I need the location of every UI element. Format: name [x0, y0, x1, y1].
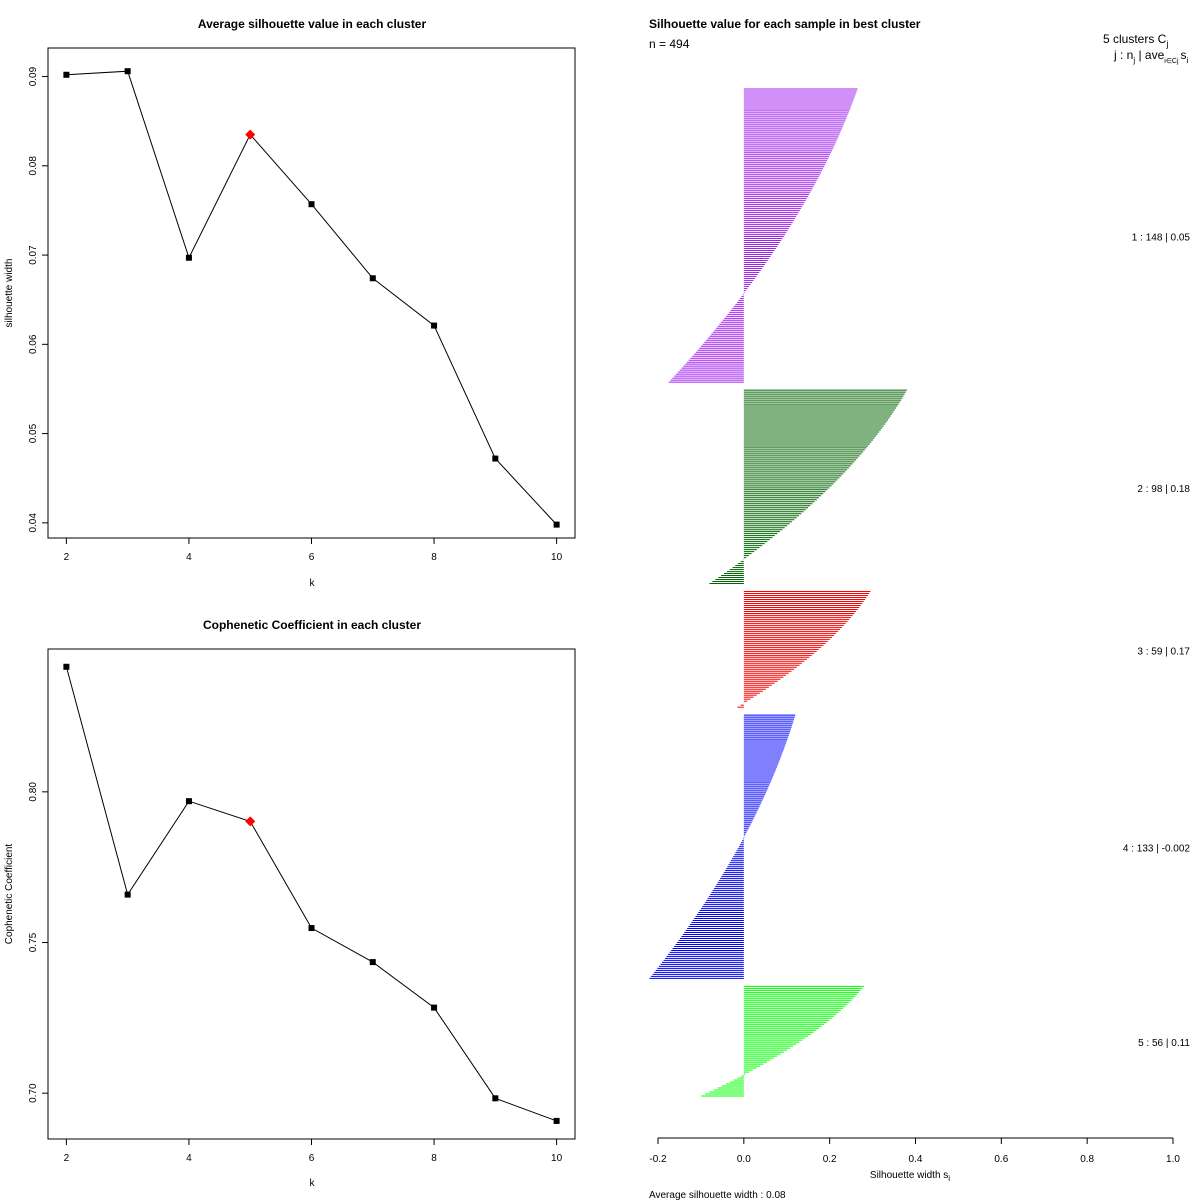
- panel1-x-axis: 2 4 6 8 10: [64, 538, 563, 563]
- x-tick-label: 2: [64, 1153, 70, 1164]
- data-point: [369, 959, 376, 966]
- cluster-label: 3 : 59 | 0.17: [1137, 646, 1190, 657]
- legend-header-text: j : n: [1113, 48, 1133, 62]
- cluster-labels: 1 : 148 | 0.05 2 : 98 | 0.18 3 : 59 | 0.17…: [1123, 233, 1191, 1050]
- x-tick-label: 4: [186, 1153, 192, 1164]
- legend-header: j : nj | avei∈Cj si: [1113, 48, 1189, 65]
- panel3-n-label: n = 494: [649, 37, 690, 51]
- x-tick-label: 8: [431, 552, 437, 563]
- panel3-x-axis: -0.2 0.0 0.2 0.4 0.6 0.8 1.0: [649, 1137, 1180, 1165]
- panel1-series-line: [66, 70, 557, 525]
- y-tick-label: 0.09: [28, 66, 39, 86]
- panel3-footer: Average silhouette width : 0.08: [649, 1190, 786, 1200]
- panel3-xlabel: Silhouette width si: [870, 1170, 950, 1183]
- panel2-series-line: [65, 666, 557, 1122]
- panel2-title: Cophenetic Coefficient in each cluster: [203, 618, 421, 632]
- legend-header-sub-j: j: [1132, 56, 1135, 65]
- legend-title-text: 5 clusters C: [1103, 32, 1167, 46]
- panel3-title: Silhouette value for each sample in best…: [649, 17, 921, 31]
- panel-cophenetic: Cophenetic Coefficient in each cluster k…: [4, 618, 576, 1189]
- data-point: [553, 521, 560, 528]
- legend-header-mid: | ave: [1135, 48, 1164, 62]
- highlight-point: [245, 129, 256, 140]
- data-point: [492, 455, 499, 462]
- panel2-x-axis: 2 4 6 8 10: [64, 1139, 563, 1164]
- panel1-ylabel: silhouette width: [4, 259, 15, 328]
- x-tick-label: 6: [309, 552, 315, 563]
- data-point: [369, 275, 376, 282]
- data-point: [124, 891, 131, 898]
- legend-title: 5 clusters Cj: [1103, 32, 1168, 49]
- x-tick-label: 0.6: [994, 1154, 1008, 1165]
- panel1-xlabel: k: [310, 578, 316, 589]
- y-tick-label: 0.04: [28, 513, 39, 533]
- data-point: [431, 1004, 438, 1011]
- x-tick-label: 0.4: [909, 1154, 923, 1165]
- cluster-label: 2 : 98 | 0.18: [1137, 484, 1190, 495]
- cluster-label: 1 : 148 | 0.05: [1132, 233, 1191, 244]
- panel1-plot-box: [47, 47, 576, 539]
- highlight-point: [245, 816, 256, 827]
- panel2-y-axis: 0.70 0.75 0.80: [28, 782, 48, 1103]
- data-point: [185, 254, 192, 261]
- data-point: [308, 201, 315, 208]
- legend-header-sub-ij: i∈Cj: [1164, 58, 1179, 65]
- data-point: [431, 322, 438, 329]
- x-tick-label: 6: [309, 1153, 315, 1164]
- x-tick-label: -0.2: [649, 1154, 667, 1165]
- data-point: [553, 1117, 560, 1124]
- x-tick-label: 10: [551, 552, 563, 563]
- x-tick-label: 8: [431, 1153, 437, 1164]
- y-tick-label: 0.06: [28, 334, 39, 354]
- data-point: [63, 71, 70, 78]
- panel3-xlabel-text: Silhouette width s: [870, 1170, 948, 1181]
- data-point: [124, 68, 131, 75]
- panel-silhouette-samples: Silhouette value for each sample in best…: [649, 17, 1190, 1200]
- data-point: [492, 1095, 499, 1102]
- silhouette-bars: [649, 88, 907, 1097]
- panel1-y-axis: 0.04 0.05 0.06 0.07 0.08 0.09: [28, 66, 48, 533]
- x-tick-label: 0.0: [737, 1154, 751, 1165]
- panel3-xlabel-sub: i: [948, 1174, 950, 1183]
- x-tick-label: 10: [551, 1153, 563, 1164]
- data-point: [185, 798, 192, 805]
- x-tick-label: 2: [64, 552, 70, 563]
- panel1-title: Average silhouette value in each cluster: [198, 17, 427, 31]
- cluster-label: 5 : 56 | 0.11: [1138, 1038, 1190, 1049]
- y-tick-label: 0.75: [28, 932, 39, 952]
- legend-header-sub-i: i: [1187, 56, 1189, 65]
- panel2-points: [63, 663, 560, 1124]
- data-point: [308, 925, 315, 932]
- cluster-label: 4 : 133 | -0.002: [1123, 844, 1191, 855]
- data-point: [63, 663, 70, 670]
- x-tick-label: 1.0: [1166, 1154, 1180, 1165]
- y-tick-label: 0.70: [28, 1083, 39, 1103]
- legend-header-tail: s: [1181, 48, 1187, 62]
- panel1-points: [63, 68, 560, 528]
- legend-title-sub: j: [1165, 39, 1168, 49]
- x-tick-label: 4: [186, 552, 192, 563]
- y-tick-label: 0.08: [28, 156, 39, 176]
- panel-silhouette-avg: Average silhouette value in each cluster…: [4, 17, 576, 589]
- x-tick-label: 0.8: [1080, 1154, 1094, 1165]
- panel2-ylabel: Cophenetic Coefficient: [4, 844, 15, 945]
- y-tick-label: 0.05: [28, 423, 39, 443]
- x-tick-label: 0.2: [823, 1154, 837, 1165]
- y-tick-label: 0.80: [28, 782, 39, 802]
- y-tick-label: 0.07: [28, 245, 39, 265]
- panel2-xlabel: k: [310, 1178, 316, 1189]
